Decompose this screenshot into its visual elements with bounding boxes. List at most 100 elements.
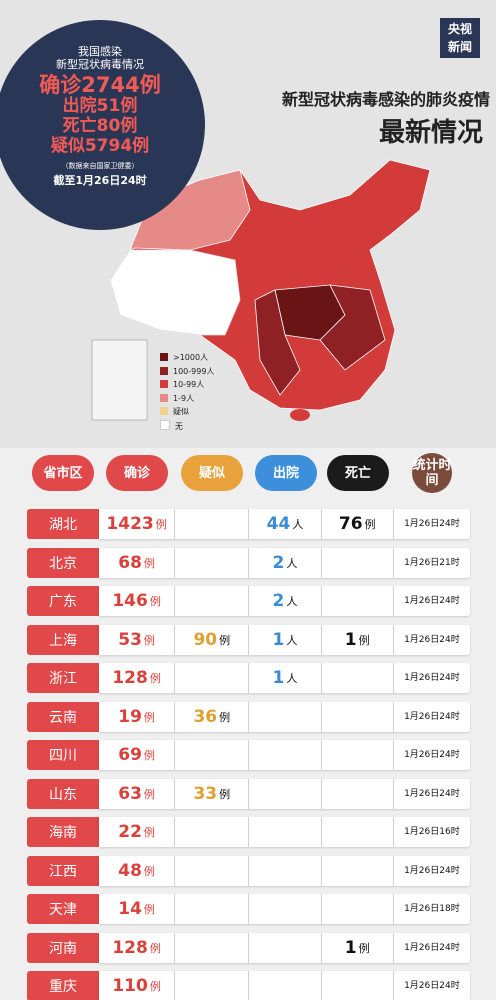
cell-unit: 例	[143, 864, 155, 878]
cell-divider	[320, 740, 322, 770]
cell-divider	[392, 894, 394, 924]
cell-unit: 例	[149, 980, 161, 993]
table-row: 48 例 1月26日24时	[99, 855, 470, 886]
cell-divider	[392, 740, 394, 770]
title: 新型冠状病毒感染的肺炎疫情	[281, 90, 490, 109]
cell	[249, 971, 320, 1000]
map-region	[319, 284, 386, 371]
cell	[249, 817, 320, 847]
cell-divider	[174, 624, 176, 655]
cell-divider	[392, 624, 394, 655]
cell	[175, 971, 248, 1000]
cell: 110 例	[99, 971, 174, 1000]
table-row: 63 例 33 例 1月26日24时	[99, 778, 470, 809]
cell-divider	[174, 663, 176, 693]
cell-value: 90	[193, 629, 218, 650]
summary-line: 我国感染	[78, 45, 122, 58]
cell	[322, 894, 393, 924]
cell-value: 44	[266, 514, 291, 534]
cell-unit: 例	[358, 941, 370, 955]
cell-divider	[174, 778, 176, 809]
cell-divider	[320, 894, 322, 924]
region-label: 海南	[27, 817, 99, 847]
table-row: 69 例 1月26日24时	[99, 740, 470, 770]
cell	[175, 817, 248, 847]
column-header: 疑似	[181, 455, 243, 491]
cell-unit: 例	[219, 710, 231, 724]
legend-item: 无	[160, 419, 183, 432]
cell: 36 例	[175, 702, 248, 732]
cell-unit: 例	[143, 903, 155, 916]
cell-value: 146	[112, 591, 148, 611]
summary-line: 死亡80例	[62, 115, 138, 136]
cell	[249, 702, 320, 732]
cell-divider	[248, 932, 250, 963]
legend-item: 1-9人	[160, 393, 194, 405]
cell-unit: 例	[149, 595, 161, 608]
cell-value: 1	[344, 937, 357, 958]
cell-unit: 人	[286, 672, 298, 685]
cell-divider	[248, 624, 250, 655]
region-label: 上海	[27, 624, 99, 655]
cell-divider	[320, 778, 322, 809]
cell-unit: 例	[155, 518, 167, 531]
cell-value: 110	[112, 976, 148, 996]
cell-value: 14	[118, 899, 142, 919]
time: 1月26日24时	[404, 711, 460, 722]
cell-divider	[174, 701, 176, 732]
cell-divider	[248, 817, 250, 847]
cell-divider	[392, 701, 394, 732]
cell-unit: 人	[286, 633, 298, 647]
table-row: 19 例 36 例 1月26日24时	[99, 701, 470, 732]
cell	[175, 586, 248, 616]
cell: 48 例	[99, 856, 174, 886]
cell: 128 例	[99, 663, 174, 693]
cell-divider	[248, 509, 250, 539]
cell-value: 53	[118, 629, 142, 650]
cell-divider	[392, 586, 394, 616]
cell: 44 人	[249, 509, 320, 539]
cell-value: 76	[338, 514, 363, 534]
legend-swatch	[160, 419, 170, 430]
cell-value: 128	[112, 937, 148, 958]
table-row: 22 例 1月26日16时	[99, 817, 470, 847]
cell: 22 例	[99, 817, 174, 847]
cell-unit: 人	[292, 518, 304, 531]
legend-item: >1000人	[160, 352, 208, 364]
time: 1月26日24时	[404, 788, 460, 799]
cell	[322, 548, 393, 578]
map-xinjiang	[129, 169, 251, 251]
cell	[322, 702, 393, 732]
cell	[249, 779, 320, 809]
region-label: 重庆	[27, 971, 99, 1000]
cell-value: 1423	[106, 514, 154, 534]
table-row: 128 例 1 人 1月26日24时	[99, 663, 470, 693]
cell-divider	[392, 778, 394, 809]
summary-line: 新型冠状病毒情况	[56, 57, 144, 71]
cell-value: 36	[193, 706, 218, 727]
logo-text: 央视	[447, 22, 472, 36]
cell-unit: 例	[149, 941, 161, 955]
cell-divider	[174, 817, 176, 847]
cell-value: 2	[272, 552, 285, 573]
cell	[322, 779, 393, 809]
cell	[175, 933, 248, 963]
cell-divider	[320, 971, 322, 1000]
cell-value: 1	[344, 629, 357, 650]
cell	[249, 740, 320, 770]
map-hainan	[290, 409, 310, 421]
cell-divider	[174, 932, 176, 963]
time: 1月26日24时	[404, 865, 460, 876]
cell-unit: 例	[143, 826, 155, 839]
cell-divider	[248, 971, 250, 1000]
legend-swatch	[160, 353, 168, 361]
cell-unit: 例	[143, 556, 155, 570]
column-header: 出院	[255, 455, 317, 491]
legend-item: 疑似	[160, 406, 189, 418]
region-label: 四川	[27, 740, 99, 770]
cell-value: 2	[272, 591, 285, 611]
